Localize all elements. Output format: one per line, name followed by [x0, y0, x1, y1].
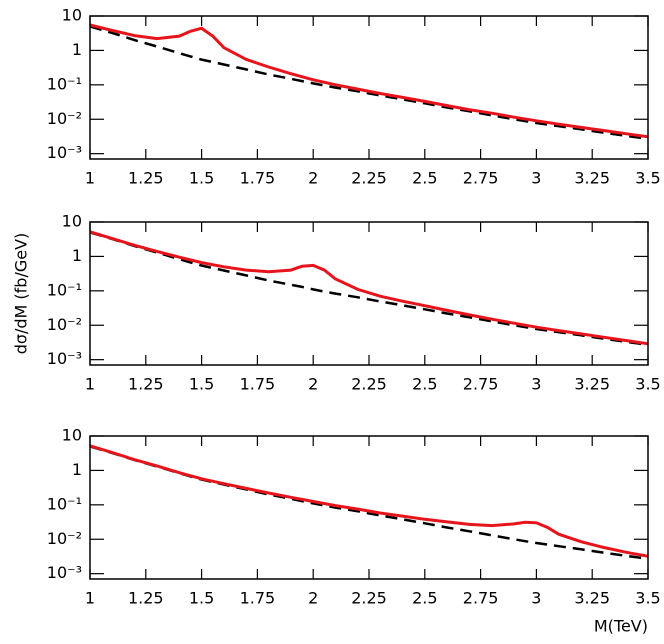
y-tick-label: 10⁻³ [47, 563, 82, 582]
x-tick-label: 2.25 [351, 169, 387, 188]
x-tick-label: 3.5 [635, 589, 660, 608]
y-tick-label: 1 [72, 460, 82, 479]
x-tick-label: 3.25 [574, 169, 610, 188]
y-tick-label: 1 [72, 246, 82, 265]
series-line [90, 230, 648, 346]
x-tick-label: 2.75 [463, 375, 499, 394]
y-axis-label: dσ/dM (fb/GeV) [12, 233, 31, 355]
y-tick-label: 10⁻¹ [47, 280, 82, 299]
y-tick-label: 10⁻² [47, 109, 82, 128]
x-tick-label: 1.5 [189, 375, 214, 394]
x-tick-label: 3.5 [635, 375, 660, 394]
x-tick-label: 3 [531, 169, 541, 188]
y-tick-label: 10 [62, 212, 82, 231]
series-line [90, 231, 648, 347]
x-tick-label: 2.5 [412, 375, 437, 394]
y-tick-label: 10⁻³ [47, 349, 82, 368]
x-tick-label: 3.25 [574, 589, 610, 608]
x-tick-label: 1.75 [240, 375, 276, 394]
series-line [90, 23, 648, 139]
x-tick-label: 2 [308, 375, 318, 394]
x-tick-label: 1.5 [189, 589, 214, 608]
x-axis-label: M(TeV) [594, 617, 648, 636]
series-line [90, 25, 648, 141]
x-tick-label: 2.75 [463, 169, 499, 188]
x-tick-label: 2.25 [351, 589, 387, 608]
x-tick-label: 2 [308, 169, 318, 188]
series-line [90, 445, 648, 561]
x-tick-label: 1 [85, 169, 95, 188]
series-line [90, 444, 648, 558]
x-tick-label: 1.25 [128, 589, 164, 608]
y-tick-label: 10⁻² [47, 315, 82, 334]
y-tick-label: 10 [62, 6, 82, 25]
x-tick-label: 1.5 [189, 169, 214, 188]
y-tick-label: 10⁻³ [47, 143, 82, 162]
y-tick-label: 1 [72, 40, 82, 59]
y-tick-label: 10⁻¹ [47, 74, 82, 93]
x-tick-label: 2.5 [412, 169, 437, 188]
x-tick-label: 2.75 [463, 589, 499, 608]
x-tick-label: 3.25 [574, 375, 610, 394]
x-tick-label: 2 [308, 589, 318, 608]
plot-frame [89, 435, 649, 580]
y-tick-label: 10⁻¹ [47, 494, 82, 513]
x-tick-label: 1 [85, 589, 95, 608]
x-tick-label: 1.75 [240, 169, 276, 188]
x-tick-label: 3 [531, 375, 541, 394]
x-tick-label: 3 [531, 589, 541, 608]
x-tick-label: 2.5 [412, 589, 437, 608]
x-tick-label: 1.25 [128, 375, 164, 394]
x-tick-label: 3.5 [635, 169, 660, 188]
y-tick-label: 10 [62, 426, 82, 445]
x-tick-label: 1.75 [240, 589, 276, 608]
x-tick-label: 1.25 [128, 169, 164, 188]
x-tick-label: 1 [85, 375, 95, 394]
y-tick-label: 10⁻² [47, 529, 82, 548]
x-tick-label: 2.25 [351, 375, 387, 394]
